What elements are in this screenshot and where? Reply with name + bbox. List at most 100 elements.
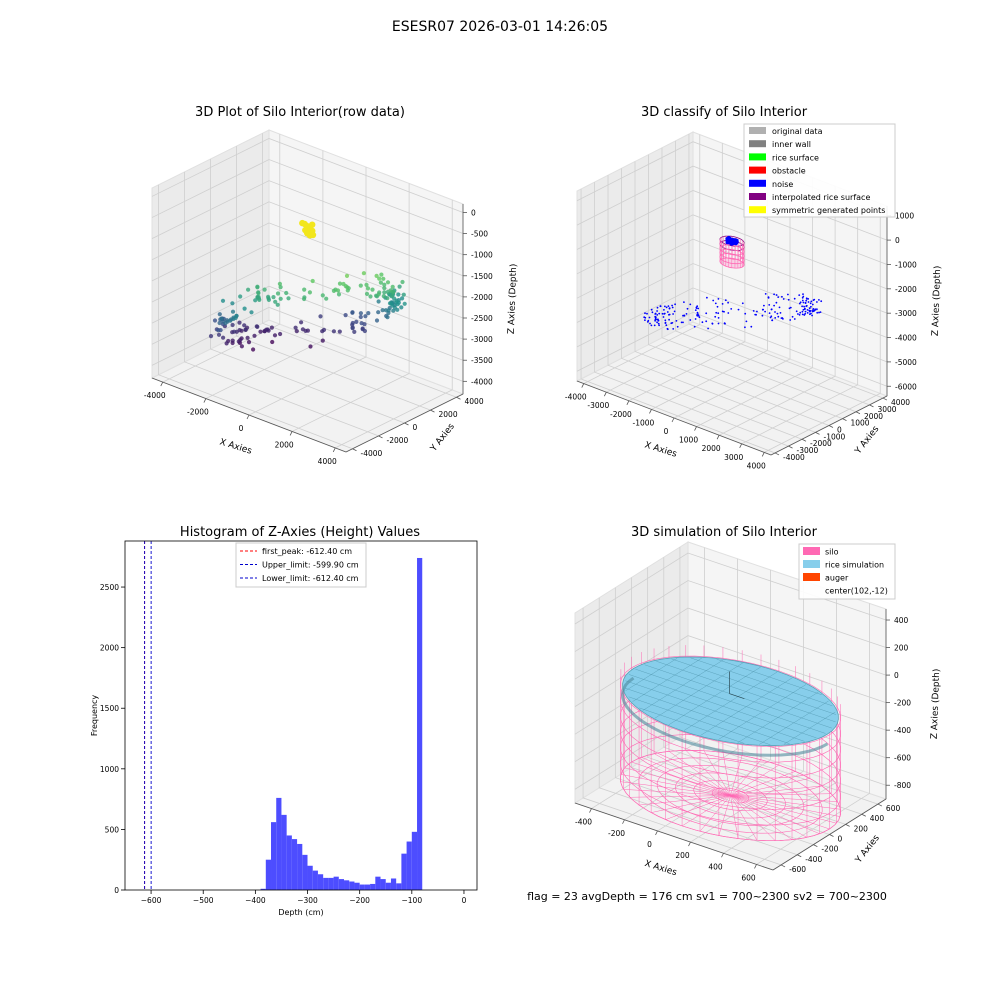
y-tick-label: 4000 (891, 398, 910, 407)
grid-line-y (184, 171, 379, 437)
data-point (364, 282, 369, 287)
noise-point (727, 301, 729, 304)
histogram-bar (406, 841, 412, 890)
x-tick (246, 414, 250, 420)
data-point (224, 341, 229, 346)
grid-line-z (574, 635, 887, 707)
data-point (370, 287, 375, 292)
noise-point (656, 306, 659, 309)
data-point (378, 280, 383, 285)
data-point (271, 295, 276, 300)
noise-point (811, 314, 813, 317)
x-tick (289, 431, 293, 436)
noise-point (661, 312, 664, 315)
noise-point (686, 307, 689, 310)
legend-swatch (749, 179, 766, 187)
y-tick-label: -4000 (783, 453, 805, 462)
noise-point (682, 321, 684, 324)
z-tick-label: -1000 (471, 251, 493, 260)
x-axis-label: X Axies (218, 437, 253, 456)
noise-point (653, 324, 656, 327)
center-noise-point (727, 235, 731, 240)
grid-line-y (679, 547, 879, 805)
noise-point (788, 307, 791, 310)
grid-line-y (621, 168, 816, 433)
noise-point (752, 310, 755, 312)
legend-box (743, 123, 896, 218)
panel-histogram: Histogram of Z-Axies (Height) Values −60… (90, 525, 478, 917)
noise-point (727, 312, 730, 314)
legend-swatch (803, 560, 820, 568)
y-tick (882, 397, 888, 401)
histogram-bar (323, 877, 329, 890)
noise-point (816, 308, 818, 311)
y-tick-label: 1500 (100, 704, 119, 713)
noise-point (805, 304, 808, 307)
noise-point (663, 313, 666, 315)
noise-point (685, 313, 688, 315)
data-point (365, 286, 371, 291)
noise-point (715, 311, 718, 314)
y-tick-label: 500 (105, 825, 120, 834)
data-point (344, 273, 350, 278)
x-tick-label: -4000 (565, 393, 587, 402)
grid-line-y (647, 567, 846, 825)
noise-point (812, 309, 814, 312)
noise-point (643, 316, 646, 319)
y-tick (845, 823, 850, 827)
data-point (345, 288, 350, 293)
y-tick-label: 0 (114, 886, 119, 895)
y-tick-label: 2000 (864, 412, 883, 421)
data-point (396, 292, 401, 297)
noise-point (807, 301, 810, 303)
y-tick-label: 0 (837, 426, 842, 435)
data-point (385, 315, 390, 320)
grid-line-y (236, 146, 431, 411)
grid-line-y (598, 597, 798, 856)
histogram-bar (411, 831, 418, 890)
data-point (230, 338, 235, 343)
grid-line-z (151, 222, 464, 298)
data-point (232, 329, 237, 334)
data-point (377, 276, 382, 281)
classify-legend: original data inner wall rice surface obsta… (743, 123, 896, 218)
noise-point (696, 314, 699, 317)
data-point (400, 296, 405, 301)
z-tick-label: 0 (894, 671, 899, 680)
noise-point (664, 305, 666, 308)
z-tick-label: 0 (895, 236, 900, 245)
silo-floor-spoke (730, 778, 810, 796)
auger-arm (729, 693, 745, 700)
x-tick-label: -2000 (187, 408, 209, 417)
x-tick (716, 435, 720, 440)
grid-line-x (248, 167, 367, 416)
y-tick (352, 448, 357, 452)
noise-point (814, 308, 817, 311)
grid-line-y (661, 147, 857, 413)
noise-point (787, 293, 789, 296)
noise-point (808, 307, 811, 310)
histogram-bar (260, 888, 266, 890)
data-point (277, 281, 282, 286)
noise-point (680, 321, 683, 324)
z-axis-label: Z Axies (Depth) (931, 266, 943, 337)
x-tick-label: 0 (239, 424, 244, 433)
noise-point (798, 314, 801, 316)
z-tick-label: 0 (471, 208, 476, 217)
noise-point (701, 321, 704, 324)
y-tick (828, 425, 834, 428)
noise-point (717, 298, 720, 300)
noise-point (724, 322, 726, 325)
data-point (208, 334, 214, 339)
x-tick (581, 383, 585, 388)
noise-point (808, 310, 811, 313)
data-point (331, 329, 336, 334)
silo-floor-spoke (730, 795, 830, 830)
y-tick (378, 435, 383, 439)
noise-point (649, 322, 651, 325)
z-tick-label: -3000 (471, 335, 493, 344)
x-tick (603, 392, 607, 397)
silo-floor-spoke (730, 795, 808, 838)
legend-label: noise (772, 180, 793, 189)
legend-swatch (803, 547, 820, 555)
